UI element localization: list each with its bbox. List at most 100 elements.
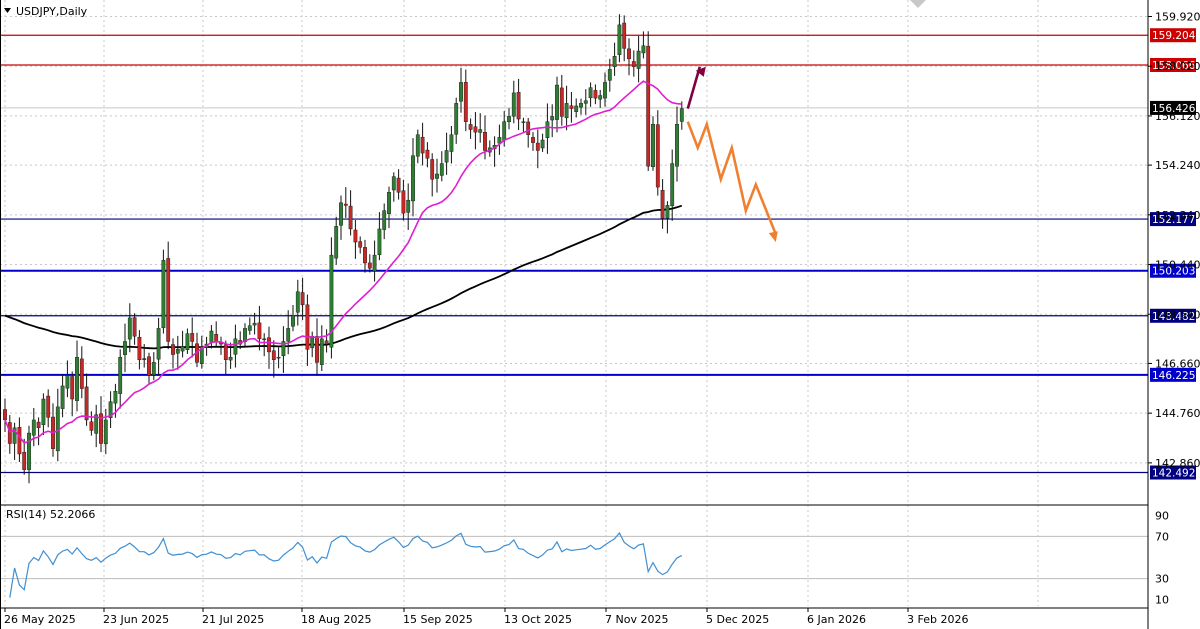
candle[interactable] <box>415 129 420 164</box>
candle[interactable] <box>348 190 353 236</box>
candle[interactable] <box>679 101 684 130</box>
candle[interactable] <box>161 249 166 334</box>
candle[interactable] <box>391 172 396 202</box>
candle[interactable] <box>166 241 171 350</box>
candle[interactable] <box>478 113 483 143</box>
candle[interactable] <box>252 312 257 335</box>
candle[interactable] <box>473 111 478 150</box>
candle[interactable] <box>99 396 103 453</box>
candle[interactable] <box>267 326 271 369</box>
candle[interactable] <box>454 97 459 144</box>
candle[interactable] <box>612 42 617 76</box>
candle[interactable] <box>36 417 41 446</box>
horizontal-levels[interactable]: 159.204 158.066 152.177 150.203 148.482 146.2… <box>0 28 1196 480</box>
candle[interactable] <box>622 15 627 62</box>
candle[interactable] <box>291 305 295 332</box>
candle[interactable] <box>89 411 94 436</box>
candle[interactable] <box>84 373 89 426</box>
candle[interactable] <box>262 333 267 357</box>
candle[interactable] <box>12 422 17 461</box>
candle[interactable] <box>108 391 113 428</box>
candle[interactable] <box>315 318 319 376</box>
candle[interactable] <box>377 212 382 261</box>
candle[interactable] <box>147 352 151 385</box>
collapse-triangle-icon[interactable] <box>4 8 11 13</box>
candle[interactable] <box>555 76 559 133</box>
candle[interactable] <box>132 313 137 345</box>
candle[interactable] <box>387 186 391 229</box>
candle[interactable] <box>579 98 583 115</box>
candle[interactable] <box>430 153 435 197</box>
candle[interactable] <box>521 117 526 133</box>
candle[interactable] <box>406 183 411 230</box>
candle[interactable] <box>396 169 401 200</box>
candle[interactable] <box>367 254 372 273</box>
candle[interactable] <box>449 125 454 164</box>
candle[interactable] <box>670 149 675 221</box>
candle[interactable] <box>363 239 367 273</box>
candle[interactable] <box>334 216 339 265</box>
candle[interactable] <box>339 195 343 240</box>
candle[interactable] <box>540 133 545 152</box>
candle[interactable] <box>22 438 27 475</box>
candle[interactable] <box>156 317 161 376</box>
candle[interactable] <box>295 279 300 326</box>
candle[interactable] <box>65 360 70 398</box>
candle[interactable] <box>550 104 555 138</box>
candle[interactable] <box>564 85 569 131</box>
candle[interactable] <box>358 236 363 254</box>
candle[interactable] <box>425 142 430 168</box>
candle[interactable] <box>137 330 142 370</box>
candle[interactable] <box>70 371 75 417</box>
candle[interactable] <box>305 294 310 366</box>
candle[interactable] <box>607 58 612 92</box>
candle[interactable] <box>123 323 127 373</box>
candle[interactable] <box>617 14 622 63</box>
candle[interactable] <box>94 404 99 448</box>
candle[interactable] <box>444 132 449 175</box>
candle[interactable] <box>190 317 195 358</box>
candle[interactable] <box>463 69 468 132</box>
candle[interactable] <box>27 425 31 484</box>
candle[interactable] <box>31 407 36 447</box>
candle[interactable] <box>665 201 670 234</box>
candlesticks[interactable] <box>3 14 684 484</box>
candle[interactable] <box>300 277 305 321</box>
candle[interactable] <box>627 38 631 76</box>
candle[interactable] <box>655 110 660 196</box>
candle[interactable] <box>281 326 286 373</box>
candle[interactable] <box>46 389 51 428</box>
candle[interactable] <box>41 393 46 436</box>
candle[interactable] <box>603 72 607 107</box>
candle[interactable] <box>382 203 387 240</box>
candle[interactable] <box>535 129 540 169</box>
candle[interactable] <box>531 132 535 151</box>
candle[interactable] <box>569 91 574 123</box>
candle[interactable] <box>420 122 425 166</box>
candle[interactable] <box>319 325 324 372</box>
candle[interactable] <box>372 240 377 282</box>
candle[interactable] <box>286 310 291 355</box>
candle[interactable] <box>151 352 156 381</box>
candle[interactable] <box>60 374 65 418</box>
candle[interactable] <box>511 80 516 124</box>
candle[interactable] <box>353 220 358 259</box>
candle[interactable] <box>660 179 665 229</box>
candle[interactable] <box>324 329 329 353</box>
candle[interactable] <box>401 179 406 221</box>
candle[interactable] <box>228 342 233 369</box>
candle[interactable] <box>17 417 22 462</box>
candle[interactable] <box>651 116 655 171</box>
candle[interactable] <box>559 74 564 126</box>
candle[interactable] <box>545 103 550 154</box>
candle[interactable] <box>636 35 641 83</box>
candle[interactable] <box>343 187 348 218</box>
candle[interactable] <box>329 237 334 359</box>
candle[interactable] <box>583 89 588 115</box>
candle[interactable] <box>7 415 12 454</box>
candle[interactable] <box>526 117 531 148</box>
candle[interactable] <box>271 340 276 378</box>
candle[interactable] <box>641 31 646 59</box>
candle[interactable] <box>439 151 444 182</box>
